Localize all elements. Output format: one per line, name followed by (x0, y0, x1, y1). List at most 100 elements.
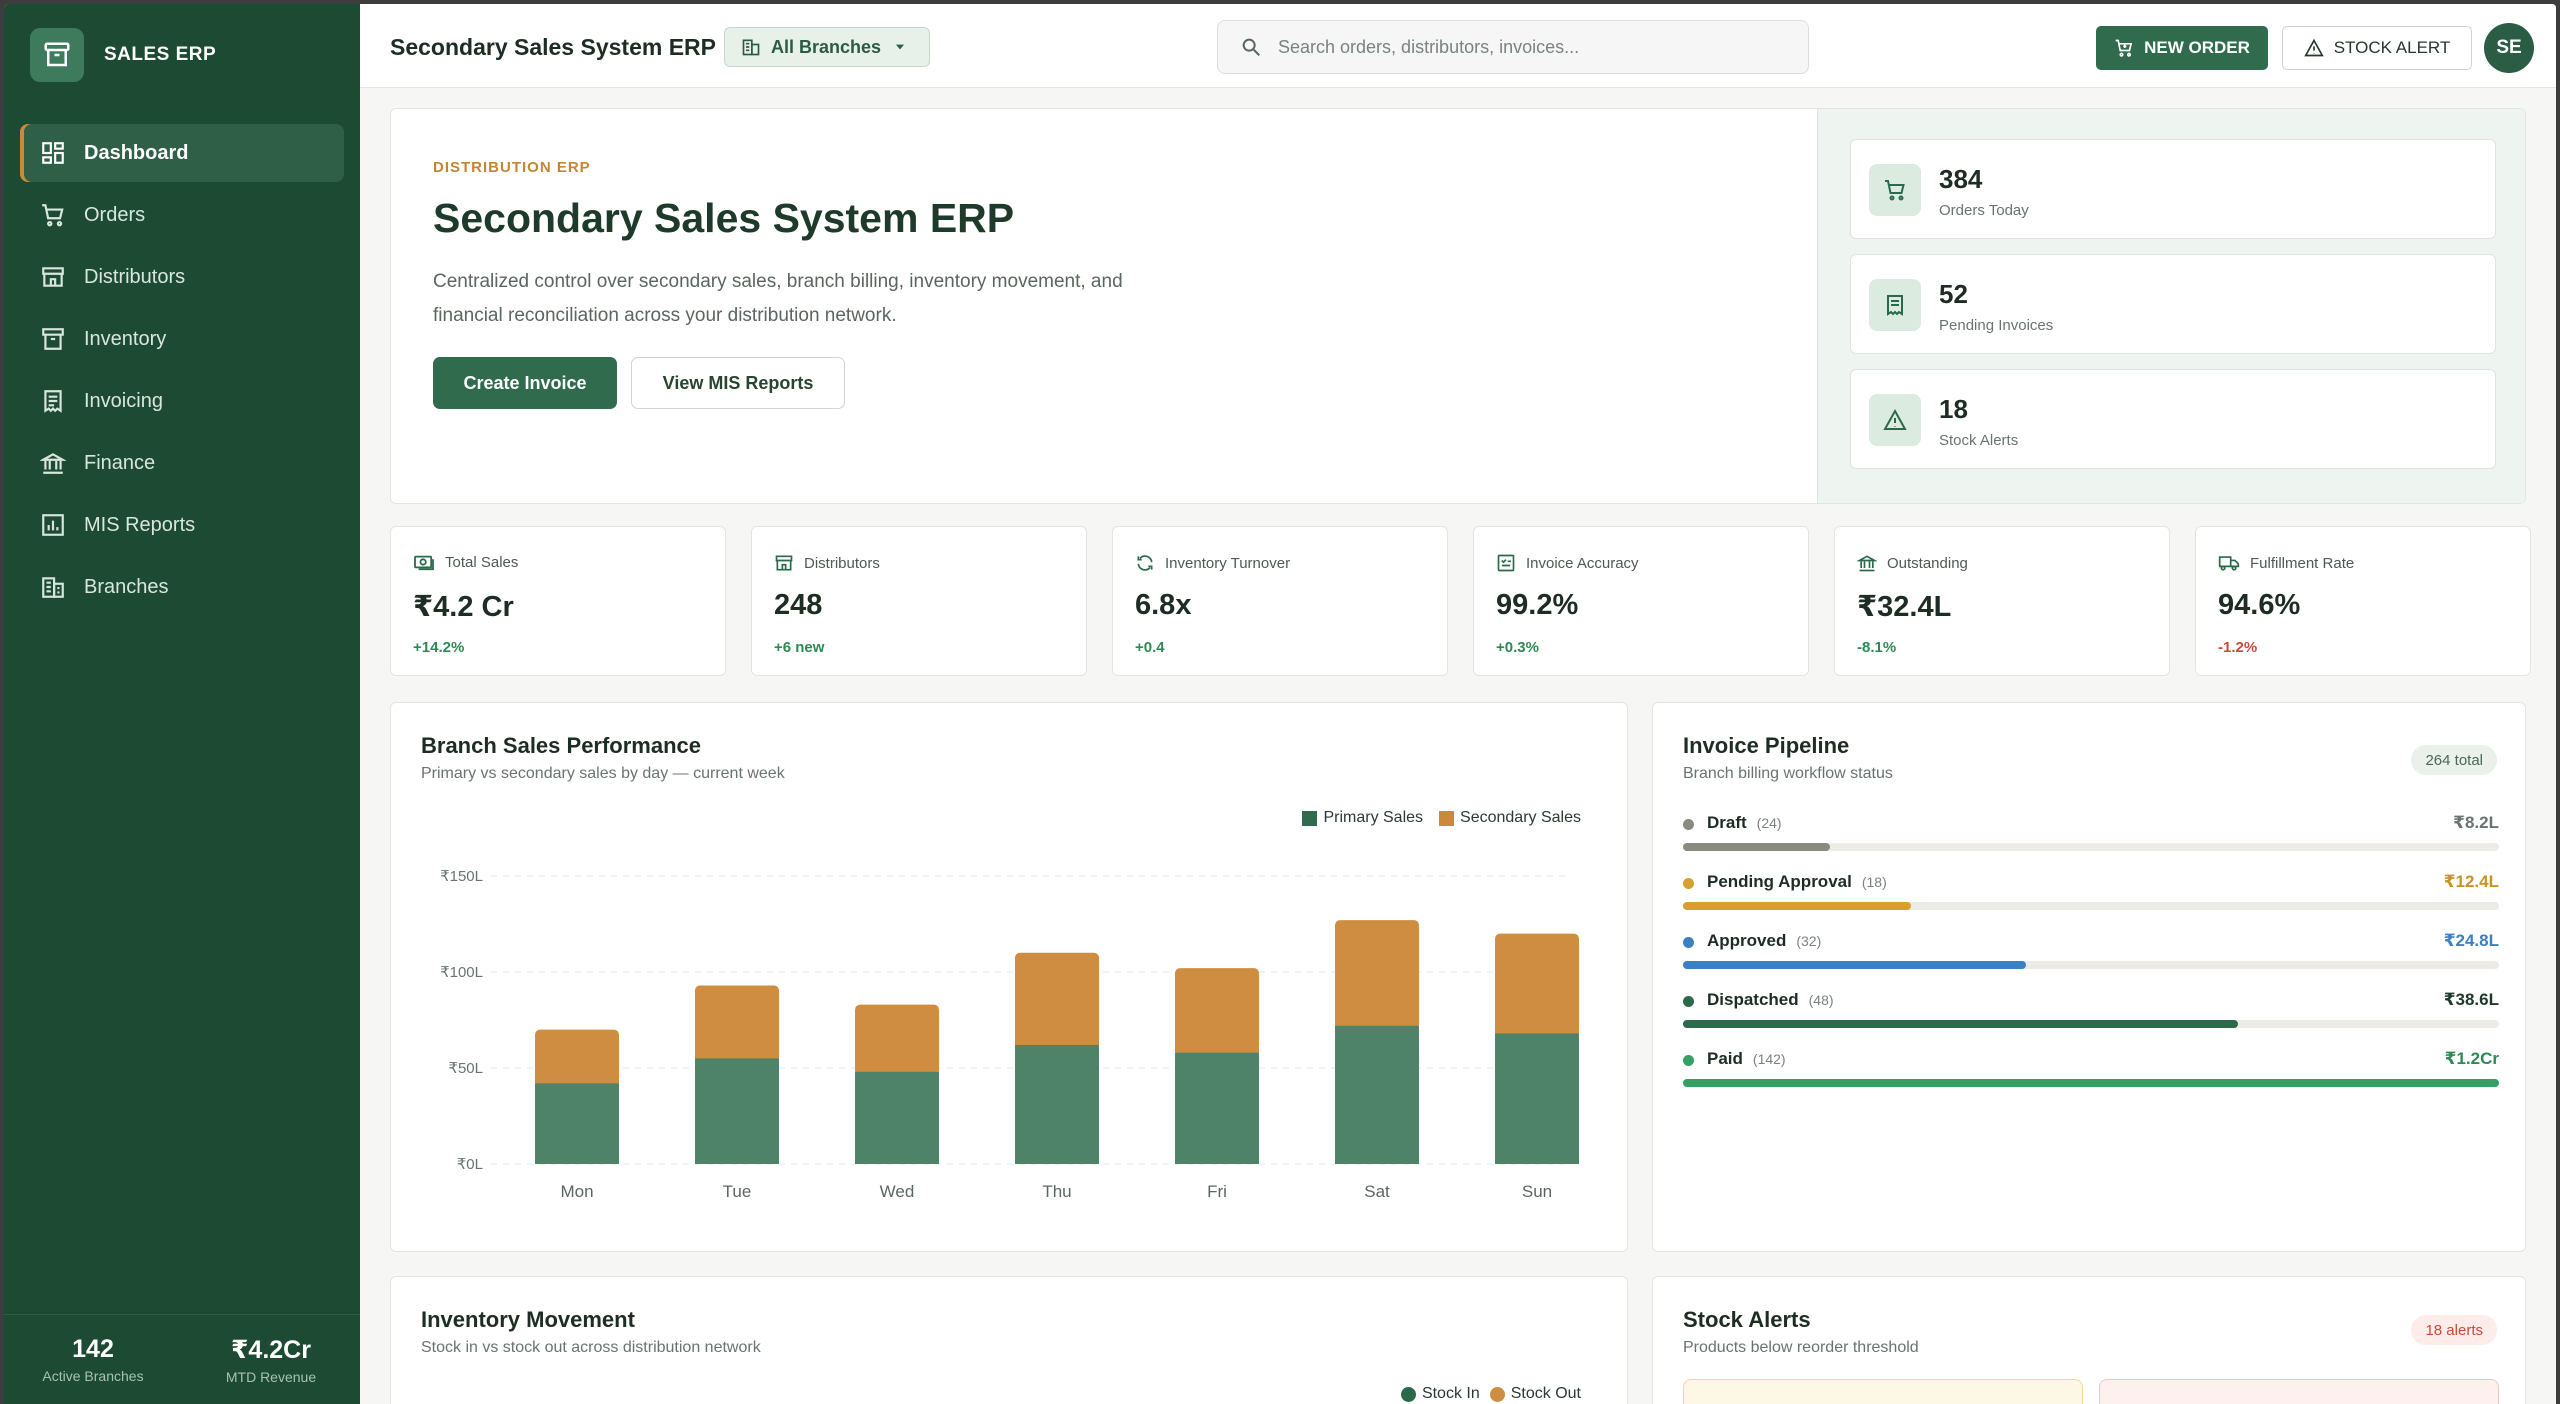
active-branches-stat: 142 Active Branches (4, 1315, 182, 1404)
new-order-button[interactable]: NEW ORDER (2096, 26, 2268, 70)
sidebar-item-mis-reports[interactable]: MIS Reports (20, 496, 344, 554)
sidebar-item-invoicing[interactable]: Invoicing (20, 372, 344, 430)
legend-label: Secondary Sales (1460, 809, 1581, 826)
panel-title: Stock Alerts (1683, 1307, 1811, 1332)
legend-label: Stock Out (1510, 1385, 1581, 1402)
y-tick-label: ₹100L (440, 964, 483, 981)
sidebar-item-label: Invoicing (84, 389, 163, 412)
receipt-icon (1869, 279, 1921, 331)
alert-card[interactable] (2099, 1379, 2499, 1404)
kpi-value: ₹32.4L (1857, 591, 1952, 623)
kpi-label: Invoice Accuracy (1526, 554, 1639, 572)
progress-track (1683, 1020, 2499, 1028)
kpi-distributors[interactable]: Distributors 248 +6 new (751, 526, 1087, 676)
legend-label: Primary Sales (1323, 809, 1424, 826)
legend-item-secondary[interactable]: Secondary Sales (1439, 809, 1581, 827)
pipeline-stage-approved[interactable]: Approved (32) ₹24.8L (1683, 929, 2499, 979)
sidebar-item-inventory[interactable]: Inventory (20, 310, 344, 368)
legend-swatch (1302, 810, 1318, 826)
sidebar-item-label: Branches (84, 575, 169, 598)
stage-amount: ₹38.6L (2443, 990, 2499, 1009)
hero-stats: 384 Orders Today 52 Pending Invoices 18 … (1817, 109, 2525, 503)
sidebar-item-orders[interactable]: Orders (20, 186, 344, 244)
legend-item-stock-out[interactable]: Stock Out (1489, 1385, 1581, 1403)
stage-amount: ₹12.4L (2443, 872, 2499, 891)
stage-label: Paid (1707, 1049, 1743, 1068)
legend-swatch (1489, 1386, 1505, 1402)
bar-base (695, 1159, 779, 1164)
panel-subtitle: Products below reorder threshold (1683, 1339, 1919, 1356)
kpi-header: Inventory Turnover (1135, 553, 1290, 573)
bank-icon (40, 453, 66, 474)
bar-primary (1495, 1033, 1579, 1164)
bar-secondary (855, 1004, 939, 1076)
pipeline-stage-draft[interactable]: Draft (24) ₹8.2L (1683, 811, 2499, 861)
pipeline-stage-paid[interactable]: Paid (142) ₹1.2Cr (1683, 1047, 2499, 1097)
bar-secondary (1495, 933, 1579, 1038)
legend-item-primary[interactable]: Primary Sales (1302, 809, 1423, 827)
bar-primary (855, 1071, 939, 1164)
stock-alerts-card[interactable]: 18 Stock Alerts (1850, 369, 2496, 469)
alert-card[interactable] (1683, 1379, 2083, 1404)
progress-track (1683, 902, 2499, 910)
x-tick-label: Tue (723, 1182, 752, 1201)
pipeline-stage-pending-approval[interactable]: Pending Approval (18) ₹12.4L (1683, 870, 2499, 920)
bar-primary (535, 1083, 619, 1164)
stage-count: (32) (1796, 933, 1822, 949)
kpi-delta: -1.2% (2218, 639, 2258, 656)
kpi-fulfillment-rate[interactable]: Fulfillment Rate 94.6% -1.2% (2195, 526, 2531, 676)
stage-name: Paid (142) (1707, 1049, 1786, 1069)
bar-base (855, 1159, 939, 1164)
sidebar-item-label: Dashboard (84, 141, 189, 164)
legend-item-stock-in[interactable]: Stock In (1400, 1385, 1480, 1403)
kpi-delta: +14.2% (413, 639, 465, 656)
status-dot (1683, 1055, 1694, 1066)
stat-value: ₹4.2Cr (231, 1336, 311, 1364)
kpi-inventory-turnover[interactable]: Inventory Turnover 6.8x +0.4 (1112, 526, 1448, 676)
stock-alert-button[interactable]: STOCK ALERT (2282, 26, 2472, 70)
panel-title: Branch Sales Performance (421, 733, 702, 758)
sidebar-item-branches[interactable]: Branches (20, 558, 344, 616)
stage-count: (18) (1861, 874, 1887, 890)
create-invoice-button[interactable]: Create Invoice (433, 357, 617, 409)
sidebar-item-finance[interactable]: Finance (20, 434, 344, 492)
legend-swatch (1439, 810, 1455, 826)
search-input[interactable] (1278, 36, 1778, 58)
stat-value: 52 (1939, 279, 1968, 309)
view-mis-reports-button[interactable]: View MIS Reports (631, 357, 845, 409)
legend-label: Stock In (1421, 1385, 1480, 1402)
archive-logo-icon (30, 28, 84, 82)
stage-name: Dispatched (48) (1707, 990, 1834, 1010)
search-icon (1242, 38, 1260, 56)
brand[interactable]: SALES ERP (30, 28, 216, 82)
status-dot (1683, 878, 1694, 889)
pending-invoices-card[interactable]: 52 Pending Invoices (1850, 254, 2496, 354)
x-tick-label: Sun (1522, 1182, 1552, 1201)
kpi-outstanding[interactable]: Outstanding ₹32.4L -8.1% (1834, 526, 2170, 676)
bar-base (1175, 1159, 1259, 1164)
avatar[interactable]: SE (2484, 23, 2534, 73)
bar-base (1335, 1159, 1419, 1164)
orders-today-card[interactable]: 384 Orders Today (1850, 139, 2496, 239)
y-tick-label: ₹150L (440, 868, 483, 885)
status-dot (1683, 937, 1694, 948)
y-tick-label: ₹50L (448, 1060, 483, 1077)
store-icon (775, 555, 793, 571)
kpi-total-sales[interactable]: Total Sales ₹4.2 Cr +14.2% (390, 526, 726, 676)
pipeline-stage-dispatched[interactable]: Dispatched (48) ₹38.6L (1683, 988, 2499, 1038)
inventory-movement-panel: Inventory Movement Stock in vs stock out… (390, 1276, 1628, 1404)
cart-icon (42, 204, 64, 227)
sidebar-item-dashboard[interactable]: Dashboard (20, 124, 344, 182)
stat-label: Pending Invoices (1939, 317, 2054, 334)
stat-label: Orders Today (1939, 202, 2029, 219)
kpi-invoice-accuracy[interactable]: Invoice Accuracy 99.2% +0.3% (1473, 526, 1809, 676)
kpi-value: 248 (774, 589, 823, 621)
stat-label: MTD Revenue (225, 1369, 317, 1385)
bar-primary (1015, 1044, 1099, 1164)
progress-fill (1683, 1079, 2499, 1087)
hero-description: Centralized control over secondary sales… (433, 271, 1123, 326)
hero-eyebrow: DISTRIBUTION ERP (433, 159, 591, 176)
invoice-pipeline-panel: Invoice Pipeline Branch billing workflow… (1652, 702, 2526, 1252)
sidebar-item-distributors[interactable]: Distributors (20, 248, 344, 306)
branch-select[interactable]: All Branches (724, 27, 930, 67)
